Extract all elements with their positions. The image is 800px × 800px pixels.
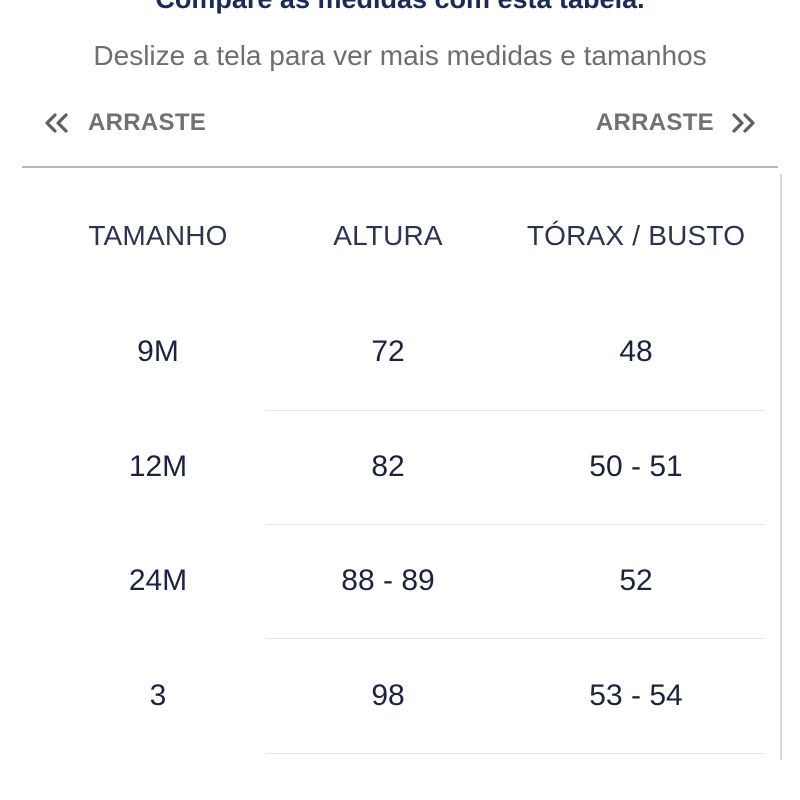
drag-right-button[interactable]: ARRASTE [596,106,760,140]
table-cell-height: 82 [371,450,405,483]
table-cell-chest: 50 - 51 [589,450,683,483]
double-chevron-left-icon [40,107,72,139]
table-cell-chest: 53 - 54 [589,679,683,712]
column-header-torax-busto: TÓRAX / BUSTO [526,220,746,251]
table-cell-chest: 48 [619,335,653,368]
double-chevron-right-icon [728,107,760,139]
table-cell-size: 9M [137,335,179,368]
table-cell-size: 3 [149,679,167,712]
table-cell-height: 88 - 89 [341,564,435,597]
table-cell-chest: 52 [619,564,653,597]
row-divider [266,753,764,754]
row-divider [266,524,764,525]
row-divider [266,410,764,411]
table-cell-height: 98 [371,679,405,712]
header-divider [22,166,778,168]
row-divider [266,638,764,639]
table-cell-size: 12M [128,450,188,483]
drag-left-button[interactable]: ARRASTE [40,106,206,140]
table-scroll-edge[interactable] [780,174,782,760]
page-title: Compare as medidas com esta tabela. [0,0,800,15]
drag-left-label: ARRASTE [88,109,207,136]
table-cell-size: 24M [128,564,188,597]
drag-right-label: ARRASTE [595,109,714,136]
column-header-altura: ALTURA [333,220,443,251]
page-subtitle: Deslize a tela para ver mais medidas e t… [93,40,707,71]
column-header-tamanho: TAMANHO [88,220,228,251]
table-cell-height: 72 [371,335,405,368]
